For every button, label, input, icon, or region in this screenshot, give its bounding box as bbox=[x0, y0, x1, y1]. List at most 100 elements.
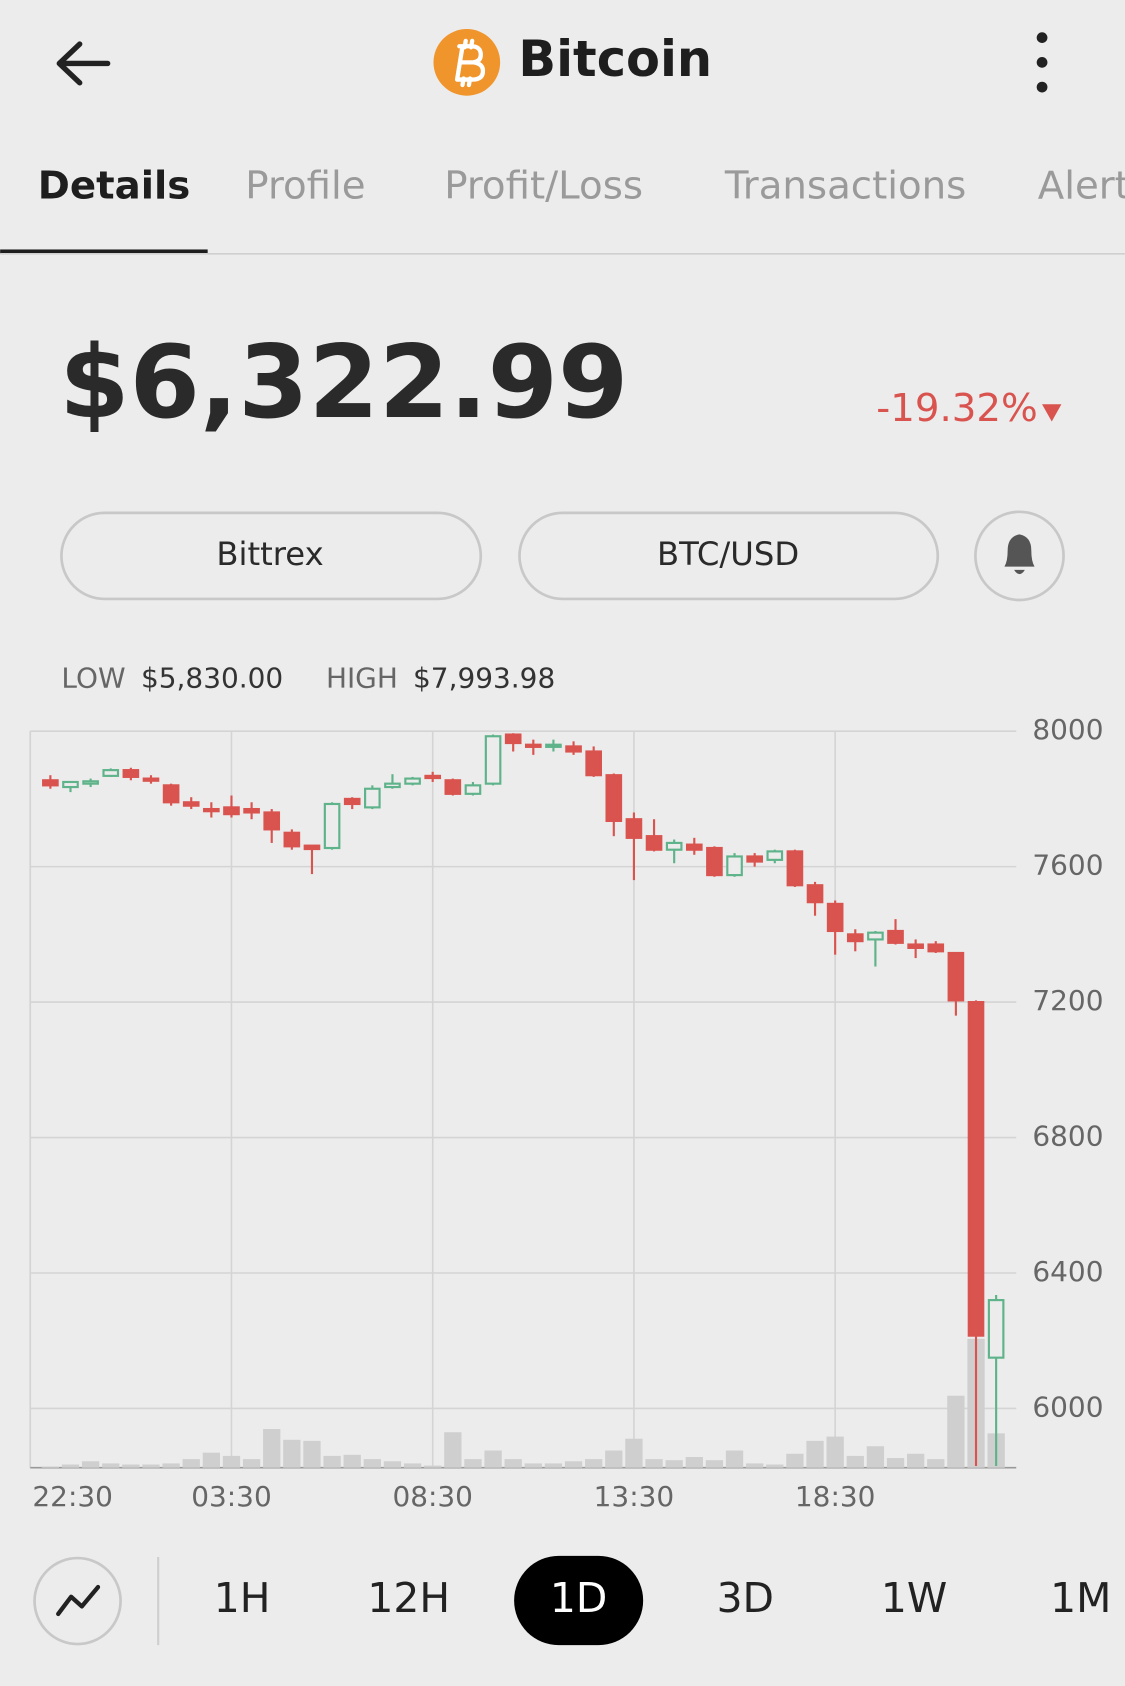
candle-body bbox=[142, 777, 160, 782]
timeframe-label: 3D bbox=[717, 1574, 774, 1622]
timeframe-button[interactable]: 1D bbox=[514, 1555, 644, 1646]
volume-bar bbox=[41, 1466, 60, 1468]
candle-body bbox=[545, 743, 562, 748]
chart-style-button[interactable] bbox=[33, 1556, 122, 1646]
volume-bar bbox=[927, 1459, 945, 1468]
x-tick-label: 22:30 bbox=[32, 1480, 113, 1513]
volume-bar bbox=[625, 1438, 643, 1468]
button-label: Bittrex bbox=[216, 535, 323, 573]
candle-body bbox=[846, 933, 864, 943]
timeframe-button[interactable]: 12H bbox=[367, 1574, 450, 1622]
tab-bar: Details Profile Profit/Loss Transactions Ale… bbox=[0, 164, 1125, 254]
x-tick-label: 13:30 bbox=[594, 1480, 675, 1513]
candle-body bbox=[887, 929, 904, 944]
volume-bar bbox=[464, 1459, 482, 1468]
volume-bar bbox=[544, 1463, 563, 1468]
alert-button[interactable] bbox=[974, 510, 1065, 602]
candle-body bbox=[826, 902, 844, 933]
candle-body bbox=[504, 733, 522, 745]
volume-bar bbox=[947, 1395, 965, 1468]
tab[interactable]: Alert bbox=[1038, 164, 1125, 209]
volume-bar bbox=[222, 1455, 241, 1468]
candle-body bbox=[786, 850, 804, 887]
timeframe-label: 1H bbox=[214, 1574, 271, 1622]
timeframe-bar: 1H 12H 1D 3D 1W 1M bbox=[214, 1555, 1111, 1646]
x-tick-label: 08:30 bbox=[392, 1480, 473, 1513]
volume-bar bbox=[263, 1429, 281, 1468]
button-outline bbox=[974, 510, 1065, 602]
y-tick-label: 6800 bbox=[1032, 1120, 1103, 1153]
volume-bar bbox=[645, 1459, 663, 1468]
price: $6,322.99 bbox=[59, 323, 628, 441]
volume-bar bbox=[122, 1464, 140, 1468]
volume-bar bbox=[725, 1450, 744, 1468]
y-tick-label: 8000 bbox=[1032, 713, 1103, 746]
volume-bar bbox=[886, 1458, 905, 1468]
dot bbox=[1036, 56, 1048, 68]
candle-body bbox=[364, 787, 381, 809]
volume-bar bbox=[61, 1464, 80, 1468]
volume-bar bbox=[403, 1463, 422, 1468]
timeframe-label: 1D bbox=[550, 1574, 607, 1622]
exchange-button[interactable]: Bittrex bbox=[60, 511, 483, 601]
volume-bar bbox=[81, 1461, 100, 1468]
tab[interactable]: Transactions bbox=[724, 164, 966, 209]
tab[interactable]: Details bbox=[0, 164, 208, 254]
volume-bar bbox=[142, 1464, 160, 1468]
tab-label: Alert bbox=[1038, 164, 1125, 209]
button-label: BTC/USD bbox=[657, 535, 799, 573]
y-tick-label: 7600 bbox=[1032, 849, 1103, 882]
back-button[interactable] bbox=[56, 41, 111, 86]
candle-body bbox=[303, 844, 321, 851]
candle-body bbox=[424, 774, 442, 780]
candle-body bbox=[746, 855, 763, 863]
menu-button[interactable] bbox=[1036, 32, 1048, 93]
candle-body bbox=[685, 843, 703, 851]
candle-body bbox=[182, 801, 200, 807]
candle-body bbox=[947, 951, 965, 1002]
volume-bar bbox=[343, 1454, 361, 1468]
timeframe-button[interactable]: 1W bbox=[881, 1574, 947, 1622]
x-tick-label: 03:30 bbox=[191, 1480, 272, 1513]
candle-body bbox=[766, 850, 784, 861]
volume-bar bbox=[383, 1461, 402, 1468]
dot bbox=[1036, 81, 1048, 93]
tab[interactable]: Profit/Loss bbox=[444, 164, 643, 209]
selected-pill bbox=[514, 1555, 644, 1646]
volume-bar bbox=[906, 1453, 925, 1468]
candle-body bbox=[806, 884, 824, 904]
tab-label: Transactions bbox=[724, 164, 966, 209]
candle-body bbox=[987, 1299, 1005, 1359]
pair-button[interactable]: BTC/USD bbox=[518, 511, 940, 601]
tab-label: Details bbox=[38, 164, 191, 209]
volume-bar bbox=[363, 1459, 381, 1468]
bell-icon bbox=[1004, 534, 1035, 575]
y-tick-label: 6400 bbox=[1032, 1255, 1103, 1288]
y-tick-label: 7200 bbox=[1032, 984, 1103, 1017]
volume-bar bbox=[866, 1446, 885, 1468]
candle-body bbox=[444, 779, 462, 795]
candle-body bbox=[867, 931, 884, 941]
volume-bar bbox=[303, 1440, 321, 1468]
high-label: HIGH bbox=[326, 662, 398, 695]
timeframe-label: 1W bbox=[881, 1574, 947, 1622]
volume-bar bbox=[685, 1456, 703, 1468]
candle-body bbox=[203, 807, 220, 813]
candle-body bbox=[625, 818, 643, 839]
candle-body bbox=[263, 811, 281, 831]
low-value: $5,830.00 bbox=[141, 662, 283, 695]
volume-bar bbox=[705, 1460, 724, 1468]
line-icon bbox=[56, 1584, 101, 1617]
button-outline bbox=[33, 1556, 122, 1646]
volume-bar bbox=[846, 1455, 864, 1468]
timeframe-button[interactable]: 3D bbox=[717, 1574, 774, 1622]
tab[interactable]: Profile bbox=[245, 164, 365, 209]
timeframe-button[interactable]: 1M bbox=[1050, 1574, 1111, 1622]
volume-bar bbox=[746, 1463, 764, 1468]
volume-bar bbox=[484, 1450, 502, 1468]
candle-body bbox=[726, 855, 743, 877]
volume-bar bbox=[826, 1436, 844, 1468]
timeframe-button[interactable]: 1H bbox=[214, 1574, 271, 1622]
